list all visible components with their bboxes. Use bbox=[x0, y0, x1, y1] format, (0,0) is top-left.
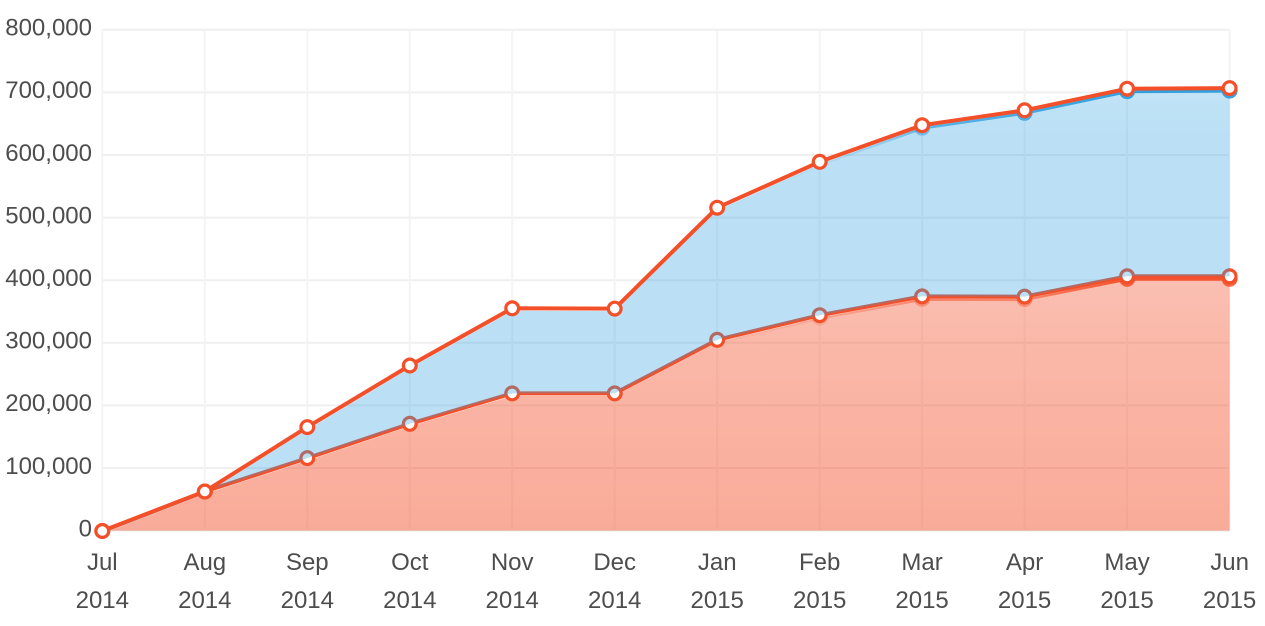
svg-text:May: May bbox=[1104, 549, 1149, 576]
svg-text:Aug: Aug bbox=[183, 549, 226, 576]
svg-text:2015: 2015 bbox=[691, 587, 744, 614]
svg-text:600,000: 600,000 bbox=[5, 140, 92, 167]
svg-text:2015: 2015 bbox=[895, 587, 948, 614]
svg-text:Apr: Apr bbox=[1006, 549, 1043, 576]
svg-text:Mar: Mar bbox=[901, 549, 942, 576]
svg-text:0: 0 bbox=[79, 515, 92, 542]
svg-text:Jun: Jun bbox=[1210, 549, 1249, 576]
svg-text:100,000: 100,000 bbox=[5, 453, 92, 480]
svg-text:200,000: 200,000 bbox=[5, 390, 92, 417]
svg-text:Nov: Nov bbox=[491, 549, 534, 576]
svg-text:700,000: 700,000 bbox=[5, 77, 92, 104]
svg-text:2014: 2014 bbox=[383, 587, 436, 614]
svg-text:400,000: 400,000 bbox=[5, 265, 92, 292]
svg-text:2014: 2014 bbox=[486, 587, 539, 614]
svg-text:Oct: Oct bbox=[391, 549, 429, 576]
svg-text:2014: 2014 bbox=[281, 587, 334, 614]
svg-text:2015: 2015 bbox=[1203, 587, 1256, 614]
svg-text:Feb: Feb bbox=[799, 549, 840, 576]
svg-text:2015: 2015 bbox=[793, 587, 846, 614]
svg-text:2015: 2015 bbox=[998, 587, 1051, 614]
svg-text:2014: 2014 bbox=[588, 587, 641, 614]
svg-text:500,000: 500,000 bbox=[5, 202, 92, 229]
svg-text:800,000: 800,000 bbox=[5, 15, 92, 42]
svg-text:2014: 2014 bbox=[76, 587, 129, 614]
svg-text:Dec: Dec bbox=[593, 549, 636, 576]
svg-text:2015: 2015 bbox=[1100, 587, 1153, 614]
svg-text:Jan: Jan bbox=[698, 549, 737, 576]
svg-text:Jul: Jul bbox=[87, 549, 118, 576]
svg-text:2014: 2014 bbox=[178, 587, 231, 614]
svg-text:300,000: 300,000 bbox=[5, 328, 92, 355]
svg-text:Sep: Sep bbox=[286, 549, 329, 576]
